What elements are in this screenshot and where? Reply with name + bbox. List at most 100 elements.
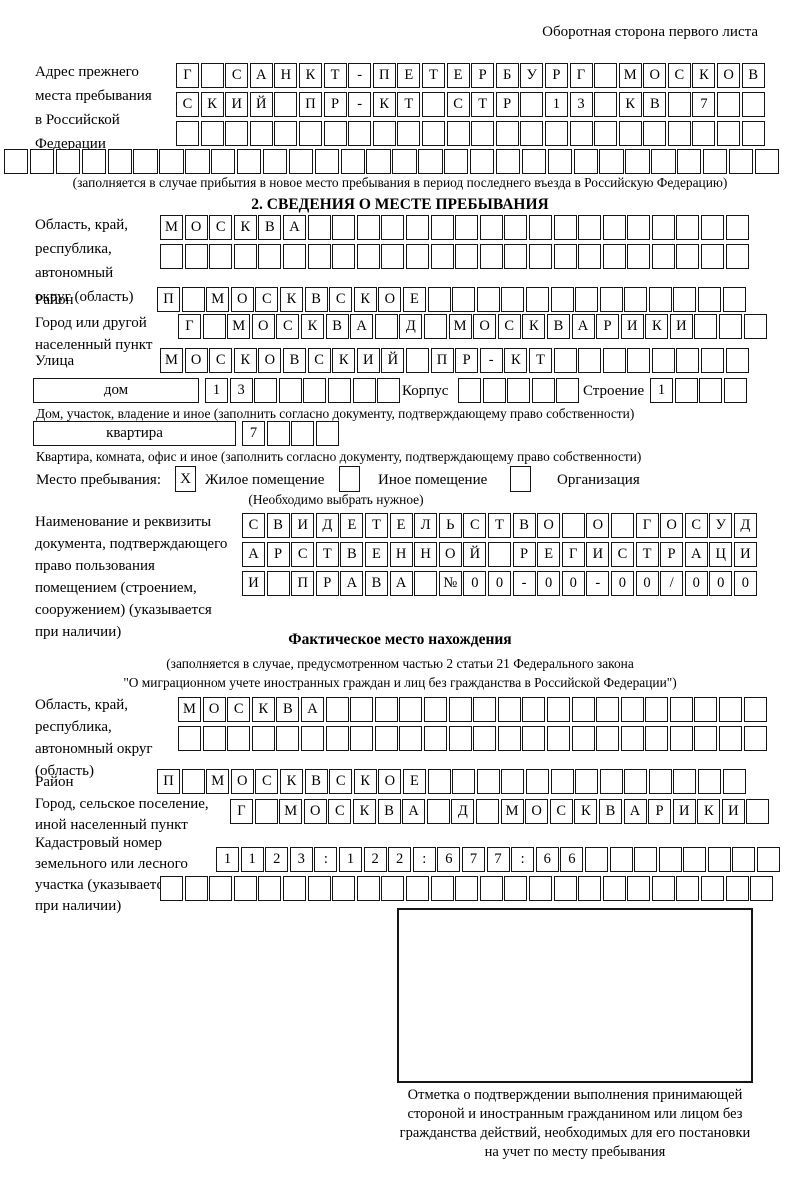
char-cell[interactable]: У <box>709 513 733 538</box>
char-cell[interactable] <box>225 121 249 146</box>
actual-region-row-2[interactable] <box>178 726 767 751</box>
char-cell[interactable] <box>609 847 633 872</box>
char-cell[interactable] <box>547 149 572 174</box>
char-cell[interactable] <box>507 378 531 403</box>
char-cell[interactable] <box>520 121 544 146</box>
char-cell[interactable] <box>160 244 183 269</box>
char-cell[interactable]: С <box>667 63 691 88</box>
char-cell[interactable] <box>209 244 233 269</box>
char-cell[interactable]: К <box>645 314 669 339</box>
char-cell[interactable]: Т <box>471 92 495 117</box>
char-cell[interactable]: Т <box>635 542 659 567</box>
char-cell[interactable]: 7 <box>461 847 485 872</box>
char-cell[interactable]: О <box>438 542 462 567</box>
char-cell[interactable] <box>448 697 472 722</box>
char-cell[interactable]: 6 <box>560 847 584 872</box>
char-cell[interactable]: 0 <box>635 571 659 596</box>
char-cell[interactable] <box>698 769 722 794</box>
char-cell[interactable] <box>314 149 339 174</box>
char-cell[interactable]: К <box>332 348 356 373</box>
char-cell[interactable] <box>133 149 158 174</box>
char-cell[interactable] <box>578 215 602 240</box>
char-cell[interactable] <box>427 769 451 794</box>
char-cell[interactable]: К <box>353 287 377 312</box>
char-cell[interactable] <box>475 799 499 824</box>
char-cell[interactable]: 1 <box>205 378 228 403</box>
char-cell[interactable] <box>571 726 595 751</box>
char-cell[interactable] <box>176 121 199 146</box>
char-cell[interactable] <box>452 769 476 794</box>
char-cell[interactable]: О <box>525 799 549 824</box>
char-cell[interactable]: В <box>266 513 290 538</box>
char-cell[interactable]: С <box>610 542 634 567</box>
char-cell[interactable]: : <box>511 847 535 872</box>
char-cell[interactable] <box>594 121 618 146</box>
char-cell[interactable]: № <box>438 571 462 596</box>
char-cell[interactable]: Г <box>561 542 585 567</box>
char-cell[interactable] <box>648 769 672 794</box>
char-cell[interactable] <box>594 92 618 117</box>
char-cell[interactable] <box>694 697 718 722</box>
char-cell[interactable]: 7 <box>242 421 265 446</box>
document-row-3[interactable]: И П Р А В А № 0 0-0 0-0 0/0 0 0 <box>242 571 757 596</box>
stay-type-checkbox-residential[interactable]: X <box>175 466 196 492</box>
char-cell[interactable] <box>430 876 454 901</box>
char-cell[interactable]: Д <box>733 513 757 538</box>
char-cell[interactable] <box>427 287 451 312</box>
char-cell[interactable]: Е <box>446 63 470 88</box>
char-cell[interactable] <box>676 348 700 373</box>
char-cell[interactable] <box>471 121 495 146</box>
char-cell[interactable] <box>602 876 626 901</box>
char-cell[interactable]: Г <box>635 513 659 538</box>
char-cell[interactable]: И <box>356 348 380 373</box>
char-cell[interactable]: О <box>258 348 282 373</box>
char-cell[interactable]: 0 <box>709 571 733 596</box>
char-cell[interactable] <box>421 121 445 146</box>
char-cell[interactable] <box>325 697 349 722</box>
char-cell[interactable] <box>571 697 595 722</box>
char-cell[interactable] <box>707 847 731 872</box>
char-cell[interactable] <box>520 92 544 117</box>
char-cell[interactable] <box>430 215 454 240</box>
char-cell[interactable]: М <box>500 799 524 824</box>
char-cell[interactable]: 0 <box>733 571 757 596</box>
char-cell[interactable]: Н <box>414 542 438 567</box>
char-cell[interactable] <box>266 571 290 596</box>
char-cell[interactable]: Р <box>315 571 339 596</box>
char-cell[interactable]: 3 <box>229 378 253 403</box>
char-cell[interactable] <box>282 876 306 901</box>
char-cell[interactable]: О <box>586 513 610 538</box>
char-cell[interactable] <box>701 876 725 901</box>
char-cell[interactable]: Р <box>512 542 536 567</box>
char-cell[interactable]: И <box>242 571 265 596</box>
char-cell[interactable] <box>627 876 651 901</box>
char-cell[interactable] <box>181 287 205 312</box>
char-cell[interactable] <box>683 847 707 872</box>
char-cell[interactable] <box>627 348 651 373</box>
char-cell[interactable] <box>698 287 722 312</box>
char-cell[interactable] <box>81 149 106 174</box>
char-cell[interactable]: А <box>350 314 374 339</box>
char-cell[interactable]: И <box>620 314 644 339</box>
char-cell[interactable]: К <box>692 63 716 88</box>
char-cell[interactable] <box>392 149 417 174</box>
char-cell[interactable] <box>701 215 725 240</box>
char-cell[interactable] <box>743 697 767 722</box>
char-cell[interactable] <box>381 215 405 240</box>
char-cell[interactable] <box>602 348 626 373</box>
char-cell[interactable]: С <box>463 513 487 538</box>
char-cell[interactable] <box>521 149 547 174</box>
char-cell[interactable]: П <box>298 92 322 117</box>
char-cell[interactable] <box>674 378 698 403</box>
char-cell[interactable] <box>525 769 549 794</box>
char-cell[interactable]: И <box>586 542 610 567</box>
char-cell[interactable] <box>458 378 481 403</box>
korpus-cells[interactable] <box>458 378 580 403</box>
char-cell[interactable] <box>578 876 602 901</box>
char-cell[interactable]: Т <box>528 348 552 373</box>
char-cell[interactable]: 1 <box>338 847 362 872</box>
char-cell[interactable] <box>233 876 257 901</box>
char-cell[interactable] <box>340 149 365 174</box>
